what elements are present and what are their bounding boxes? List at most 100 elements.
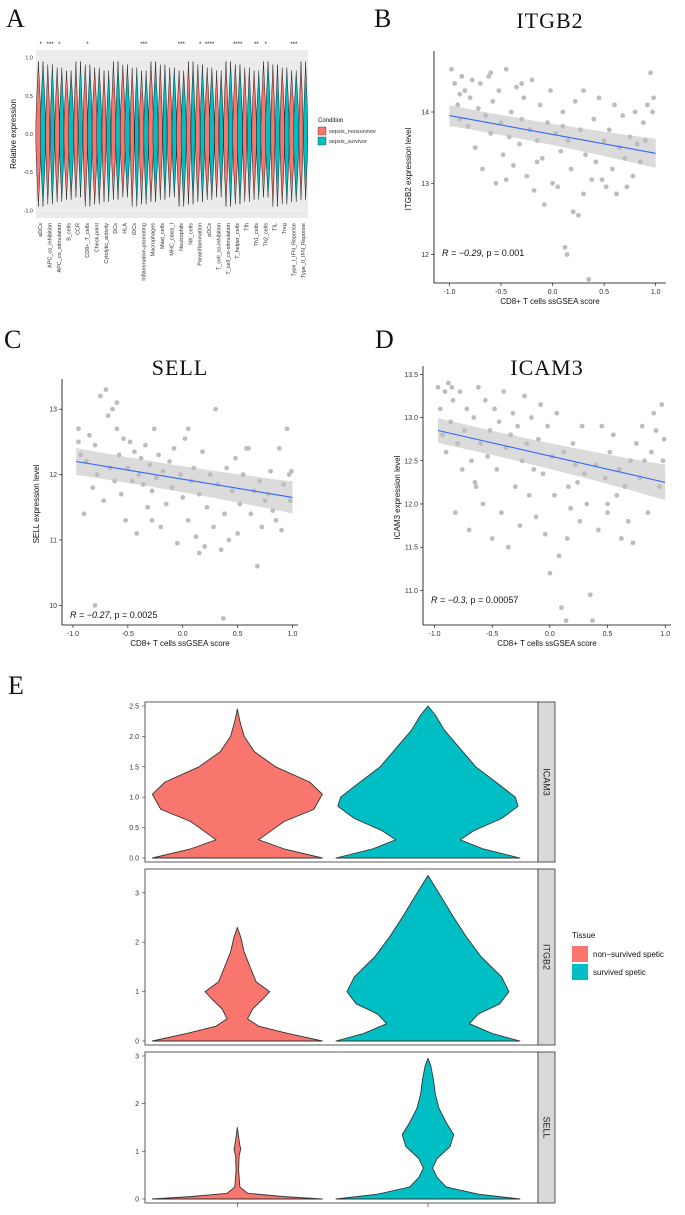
data-point <box>558 148 564 154</box>
y-tick-label: 1 <box>135 1149 139 1156</box>
x-tick-label: Inflammation-promoting <box>141 223 147 281</box>
data-point <box>472 479 478 485</box>
y-tick-label: 12 <box>421 252 429 259</box>
y-tick-label: 0 <box>135 1039 139 1046</box>
data-point <box>466 527 472 533</box>
data-point <box>76 426 81 432</box>
data-point <box>539 155 545 161</box>
y-tick-label: 12.0 <box>404 501 418 508</box>
data-point <box>270 508 276 513</box>
data-point <box>577 518 583 524</box>
violin-non-survived <box>151 926 323 1042</box>
y-tick-label: 0.5 <box>25 94 33 100</box>
legend-swatch-survivor <box>317 136 327 146</box>
data-point <box>661 436 667 442</box>
y-tick-label: 1.5 <box>129 764 139 771</box>
data-point <box>185 517 191 523</box>
x-tick-label: -1.0 <box>443 289 455 296</box>
data-point <box>92 442 98 448</box>
violin-nonsurvivor <box>110 61 117 200</box>
x-tick-label: Parainflammation <box>198 223 204 266</box>
data-point <box>240 472 246 477</box>
data-point <box>579 423 585 429</box>
data-point <box>503 177 509 183</box>
x-axis-label: CD8+ T cells ssGSEA score <box>130 639 230 648</box>
panel-b-plot-area: ITGB2 -1.0 -0.5 0.0 0.5 1.0 12 13 14 CD8+ T cells… <box>404 8 666 306</box>
data-point <box>257 478 262 484</box>
data-point <box>535 436 541 442</box>
violin-survivor <box>265 61 271 198</box>
data-point <box>218 547 224 553</box>
data-point <box>449 66 454 72</box>
x-tick-label: aDCs <box>38 223 44 237</box>
data-point <box>94 472 100 477</box>
data-point <box>510 410 516 416</box>
data-point <box>202 544 208 549</box>
data-point <box>196 550 202 556</box>
data-point <box>174 540 180 546</box>
data-point <box>584 501 590 507</box>
annotation-p: p = 0.0025 <box>115 610 158 620</box>
data-point <box>132 449 137 455</box>
chart-title: SELL <box>152 355 209 380</box>
data-point <box>619 536 624 541</box>
data-point <box>92 602 98 608</box>
y-tick-label: 0 <box>135 1197 139 1204</box>
data-point <box>489 536 495 541</box>
x-tick-label: CD8+_T_cells <box>85 223 91 258</box>
data-point <box>163 501 169 507</box>
data-point <box>464 406 470 412</box>
data-point <box>116 452 122 458</box>
data-point <box>448 419 454 425</box>
data-point <box>605 501 610 507</box>
data-point <box>478 81 483 86</box>
chart-title: ITGB2 <box>516 8 583 33</box>
data-point <box>248 511 254 517</box>
violin-nonsurvivor <box>73 61 79 198</box>
violin-survivor <box>190 61 196 205</box>
x-tick-label: APC_co_inhibition <box>48 223 54 268</box>
panel-a-violin-chart: A -1.0 -0.5 0.0 0.5 1.0 Relative expression aD… <box>6 4 376 281</box>
data-point <box>614 191 619 197</box>
x-tick-label: NK_cells <box>188 223 194 245</box>
panel-a-label: A <box>6 4 25 33</box>
facet-panel <box>144 1051 539 1204</box>
legend-label: survived spetic <box>593 968 646 977</box>
x-tick-label: Cytolytic_activity <box>104 223 110 264</box>
violin-nonsurvivor <box>45 64 51 205</box>
x-tick-label: T_cell_co-stimulation <box>226 223 232 275</box>
significance-mark: **** <box>233 42 243 48</box>
data-point <box>76 439 81 445</box>
data-point <box>455 102 461 108</box>
violin-survivor <box>162 64 168 200</box>
violin-non-survived <box>151 708 323 859</box>
violin-survivor <box>199 64 206 202</box>
data-point <box>565 484 571 490</box>
data-point <box>529 77 535 83</box>
data-point <box>599 423 605 429</box>
significance-mark: * <box>199 42 202 48</box>
regression-line <box>449 115 656 154</box>
data-point <box>563 618 569 624</box>
facet-strip-label: ITGB2 <box>542 944 552 970</box>
y-tick-label: 2.5 <box>129 704 139 711</box>
x-tick-label: Macrophages <box>151 223 157 257</box>
data-point <box>287 498 293 504</box>
data-point <box>568 166 574 172</box>
data-point <box>193 534 199 540</box>
data-point <box>482 397 488 403</box>
data-point <box>156 452 161 458</box>
legend-label: non−survived spetic <box>593 950 664 959</box>
data-point <box>578 127 583 133</box>
data-point <box>575 479 580 485</box>
legend-label: sepsis_survivor <box>329 139 367 145</box>
data-point <box>630 540 636 546</box>
regression-line <box>76 460 293 499</box>
data-point <box>531 467 537 472</box>
x-tick-label: -0.5 <box>495 289 507 296</box>
data-point <box>145 504 151 510</box>
significance-mark: *** <box>47 42 55 48</box>
data-point <box>564 252 570 257</box>
violin-survivor <box>124 64 131 198</box>
data-point <box>570 209 576 215</box>
